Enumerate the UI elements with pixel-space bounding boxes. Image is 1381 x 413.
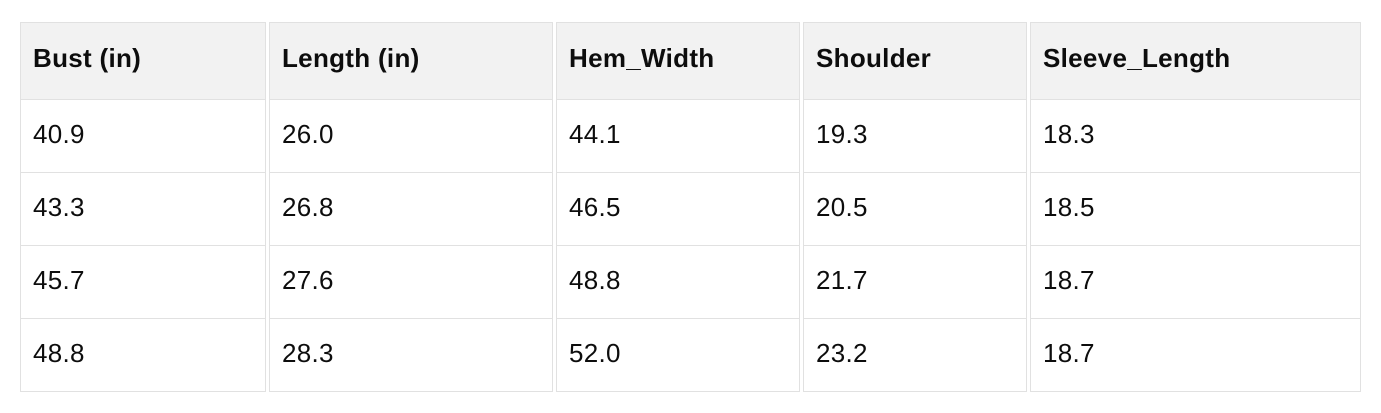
table-cell: 40.9 [20, 100, 266, 173]
column-header: Length (in) [269, 22, 553, 100]
table-cell: 18.7 [1030, 319, 1361, 392]
table-row: 48.8 28.3 52.0 23.2 18.7 [20, 319, 1361, 392]
table-cell: 18.5 [1030, 173, 1361, 246]
table-cell: 21.7 [803, 246, 1027, 319]
table-cell: 20.5 [803, 173, 1027, 246]
table-row: 45.7 27.6 48.8 21.7 18.7 [20, 246, 1361, 319]
table-body: 40.9 26.0 44.1 19.3 18.3 43.3 26.8 46.5 20.5 18.5… [20, 100, 1361, 392]
table-row: 43.3 26.8 46.5 20.5 18.5 [20, 173, 1361, 246]
column-header: Hem_Width [556, 22, 800, 100]
table-cell: 18.7 [1030, 246, 1361, 319]
table-cell: 26.8 [269, 173, 553, 246]
column-header: Shoulder [803, 22, 1027, 100]
table-cell: 28.3 [269, 319, 553, 392]
table-header-row: Bust (in) Length (in) Hem_Width Shoulder Sle… [20, 22, 1361, 100]
column-header: Bust (in) [20, 22, 266, 100]
table-cell: 52.0 [556, 319, 800, 392]
measurements-table: Bust (in) Length (in) Hem_Width Shoulder Sle… [17, 22, 1364, 392]
table-header: Bust (in) Length (in) Hem_Width Shoulder Sle… [20, 22, 1361, 100]
table-cell: 43.3 [20, 173, 266, 246]
table-cell: 19.3 [803, 100, 1027, 173]
table-cell: 44.1 [556, 100, 800, 173]
table-cell: 18.3 [1030, 100, 1361, 173]
table-cell: 45.7 [20, 246, 266, 319]
table-cell: 23.2 [803, 319, 1027, 392]
table-cell: 26.0 [269, 100, 553, 173]
page: Bust (in) Length (in) Hem_Width Shoulder Sle… [17, 22, 1364, 392]
table-row: 40.9 26.0 44.1 19.3 18.3 [20, 100, 1361, 173]
table-cell: 48.8 [556, 246, 800, 319]
table-cell: 48.8 [20, 319, 266, 392]
table-cell: 27.6 [269, 246, 553, 319]
table-cell: 46.5 [556, 173, 800, 246]
column-header: Sleeve_Length [1030, 22, 1361, 100]
